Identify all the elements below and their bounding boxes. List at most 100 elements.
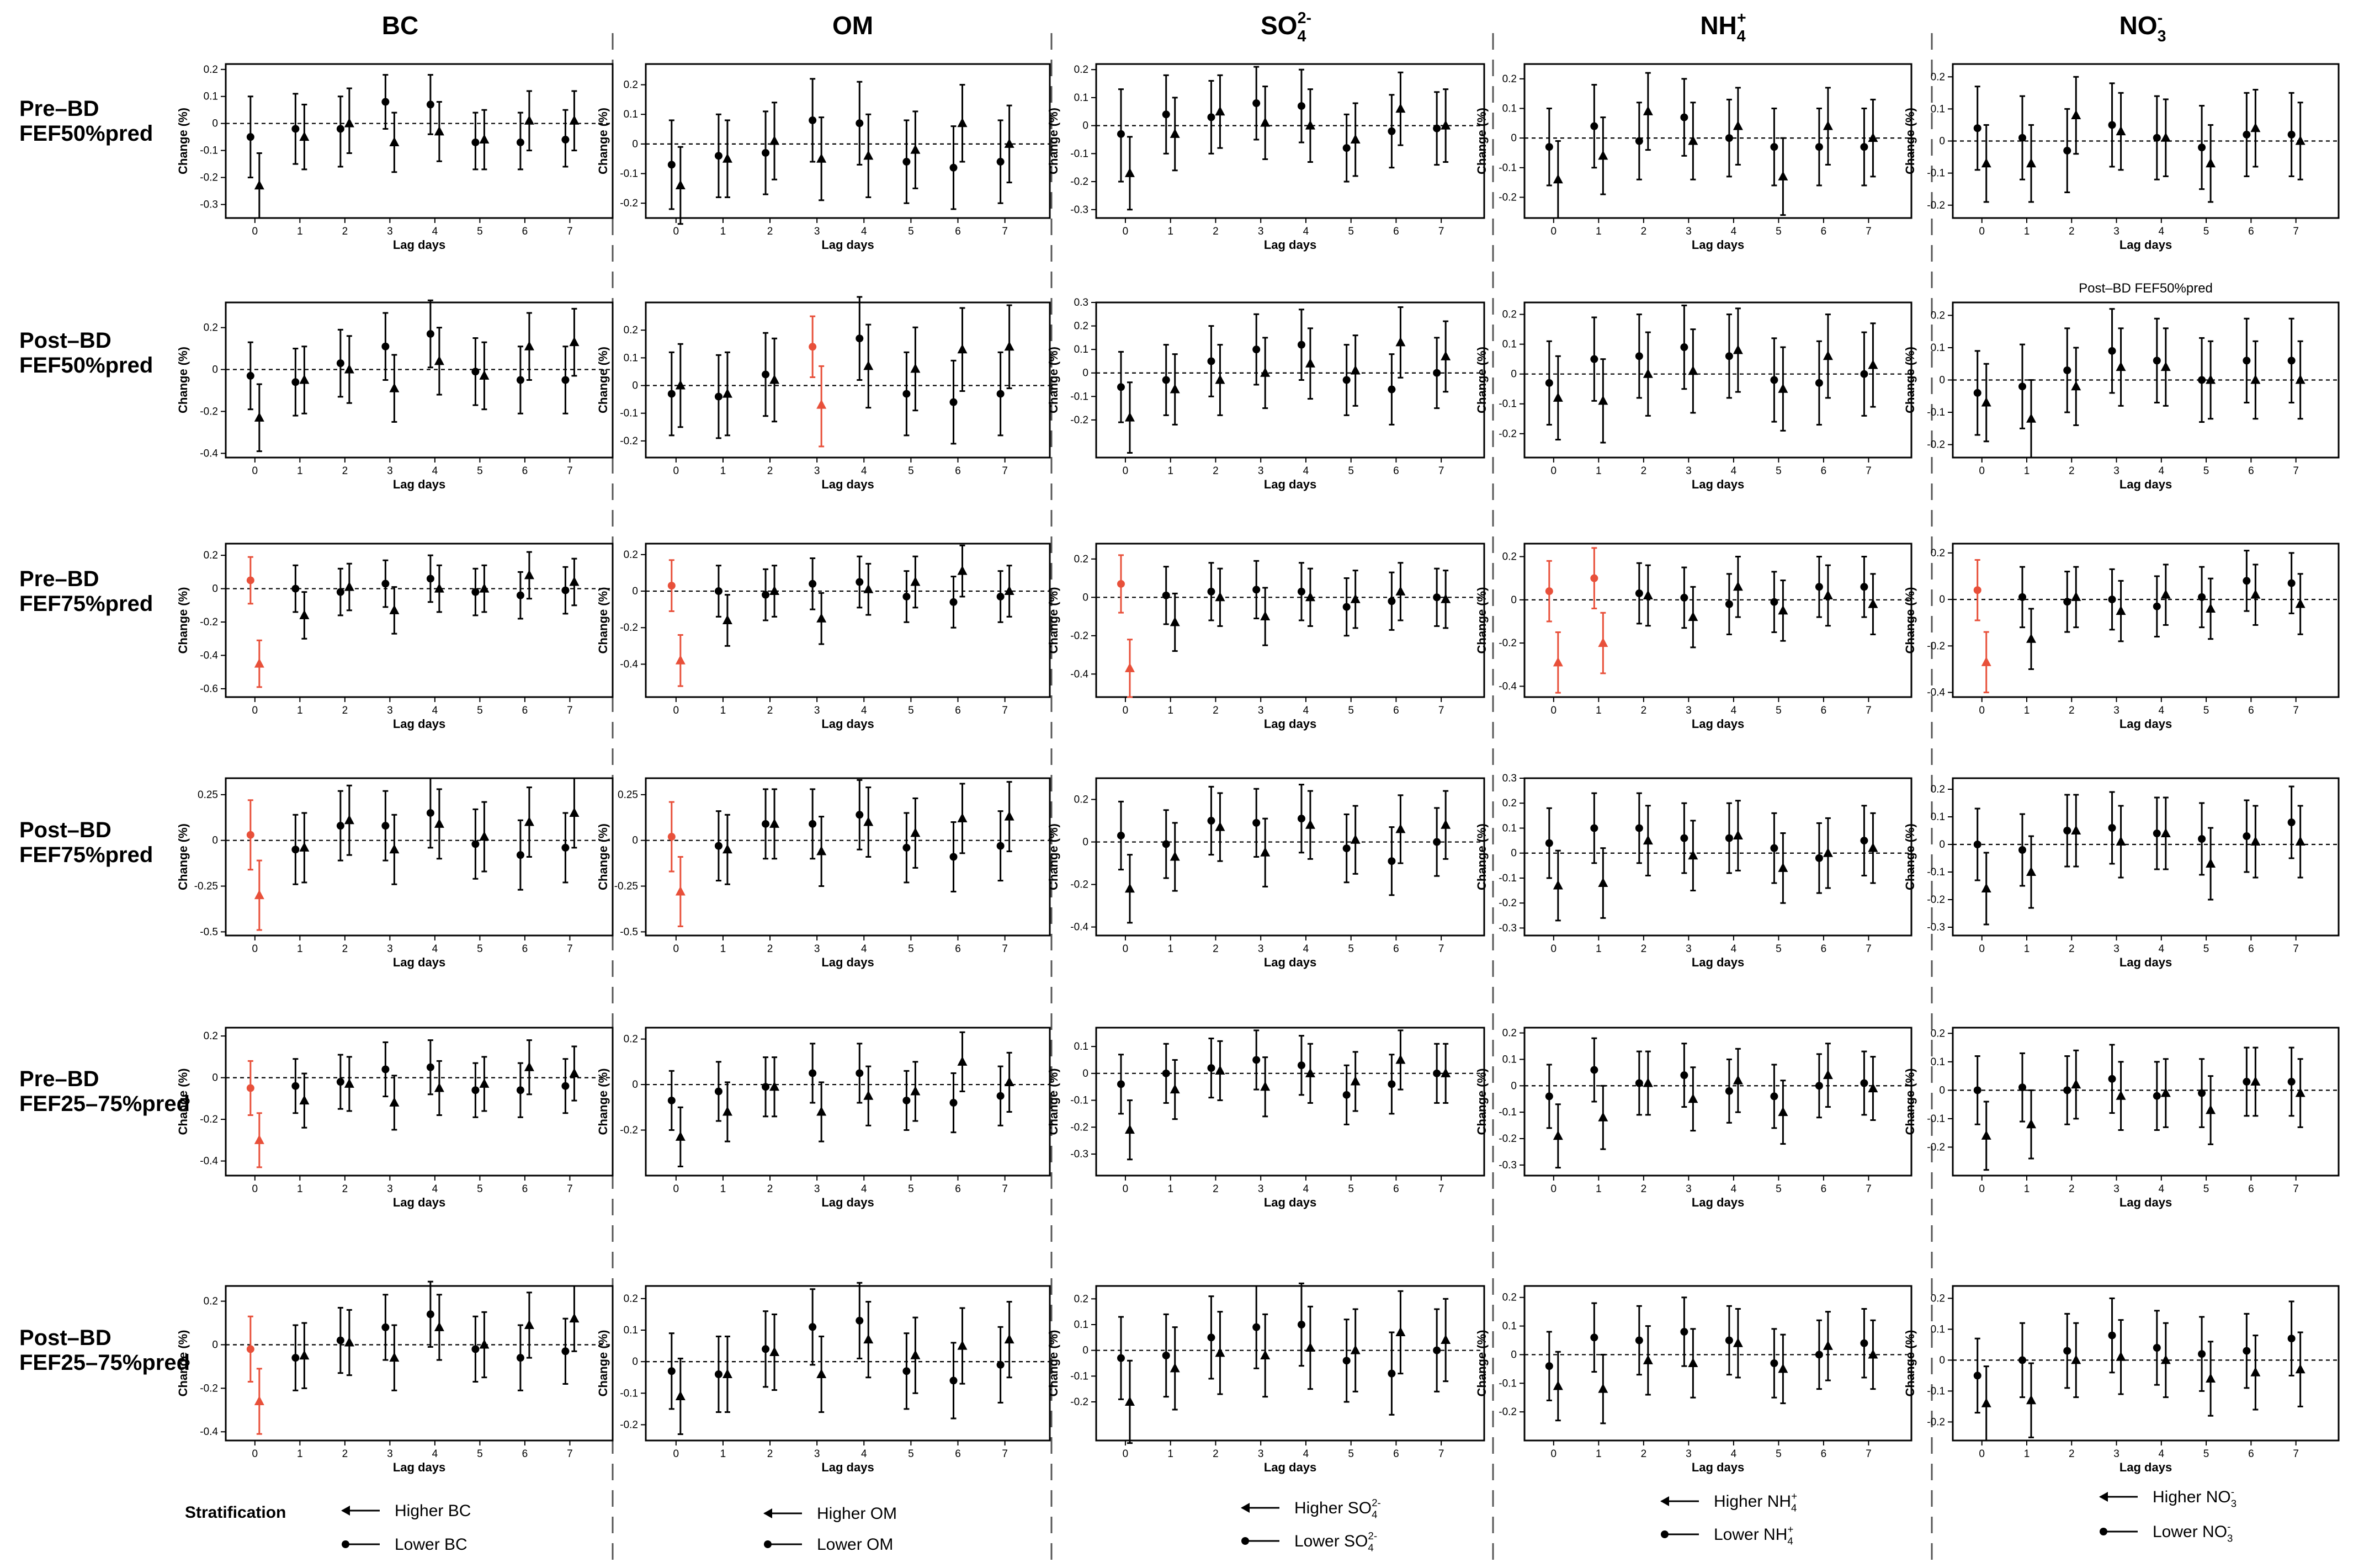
- lower-point: [1860, 370, 1868, 378]
- lower-point: [2198, 835, 2206, 843]
- x-tick-label: 6: [955, 465, 961, 477]
- panel-frame: [1523, 1285, 1913, 1442]
- lower-point: [516, 591, 524, 599]
- higher-point: [569, 115, 580, 125]
- higher-point: [2116, 836, 2126, 846]
- lower-point: [2153, 357, 2161, 365]
- x-tick-label: 6: [1393, 1183, 1399, 1195]
- higher-point: [344, 1078, 354, 1088]
- x-axis-label: Lag days: [2119, 955, 2172, 969]
- higher-point: [1553, 392, 1563, 402]
- x-tick-label: 4: [861, 465, 867, 477]
- x-axis-label: Lag days: [1692, 477, 1744, 491]
- x-tick-label: 4: [2159, 943, 2165, 955]
- x-tick-label: 6: [2248, 1183, 2254, 1195]
- higher-point: [722, 615, 732, 624]
- x-tick-label: 2: [1641, 1183, 1647, 1195]
- lower-point: [2063, 146, 2071, 155]
- x-axis-label: Lag days: [1692, 1195, 1744, 1209]
- x-tick-label: 7: [1002, 943, 1008, 955]
- x-tick-label: 0: [1979, 1448, 1985, 1460]
- higher-point: [1823, 847, 1833, 857]
- x-tick-label: 6: [2248, 1448, 2254, 1460]
- x-tick-label: 3: [1258, 1448, 1264, 1460]
- higher-point: [722, 1106, 732, 1116]
- higher-point: [722, 844, 732, 854]
- column-title-main: NH: [1700, 11, 1736, 40]
- y-tick-label: 0.2: [1931, 784, 1945, 795]
- y-tick-label: 0.2: [1074, 1293, 1088, 1305]
- higher-point: [569, 1313, 580, 1323]
- panel-frame: [225, 543, 614, 698]
- x-tick-label: 5: [1348, 705, 1354, 716]
- lower-point: [902, 1367, 911, 1375]
- y-tick-label: -0.3: [1070, 204, 1088, 216]
- panel-r5-c0: -0.4 -0.2 0 0.2 0 1 2 3 4 5 6 7 Lag days Change (%): [176, 1280, 614, 1474]
- higher-point: [1170, 1084, 1180, 1094]
- x-tick-label: 6: [955, 1183, 961, 1195]
- y-tick-label: -0.25: [614, 881, 638, 892]
- legend-lower-label-sup: 2-: [1368, 1530, 1378, 1542]
- higher-point: [1981, 656, 1991, 666]
- x-tick-label: 5: [1776, 465, 1782, 477]
- higher-point: [816, 613, 827, 623]
- x-tick-label: 0: [1979, 226, 1985, 237]
- lower-point: [2287, 357, 2296, 365]
- panel-r1-c2: -0.2 -0.1 0 0.1 0.2 0.3 0 1 2 3 4 5 6 7 Lag days Change…: [1046, 297, 1485, 491]
- x-tick-label: 4: [2159, 465, 2165, 477]
- lower-point: [1635, 352, 1643, 360]
- higher-point: [1170, 1363, 1180, 1373]
- y-tick-label: -0.4: [200, 650, 218, 661]
- x-tick-label: 5: [477, 705, 483, 716]
- higher-point: [1733, 1337, 1743, 1347]
- x-tick-label: 1: [1167, 465, 1173, 477]
- lower-point: [381, 342, 390, 350]
- lower-point: [2018, 1083, 2026, 1092]
- lower-point: [1680, 113, 1688, 121]
- higher-point: [569, 576, 580, 586]
- column-title-main: OM: [832, 11, 873, 40]
- lower-point: [902, 592, 911, 600]
- higher-point: [1778, 862, 1788, 872]
- lower-point: [667, 833, 676, 841]
- higher-point: [2206, 1104, 2216, 1114]
- lower-point: [1297, 1061, 1305, 1070]
- y-tick-label: -0.1: [1927, 1113, 1945, 1125]
- higher-point: [254, 180, 264, 190]
- x-tick-label: 0: [673, 943, 679, 955]
- x-tick-label: 1: [1596, 705, 1602, 716]
- higher-point: [675, 655, 686, 665]
- lower-point: [1342, 1091, 1351, 1099]
- column-title: NO3-: [2119, 9, 2166, 45]
- legend-higher-label-sup: -: [2231, 1486, 2234, 1497]
- lower-point: [336, 359, 344, 368]
- x-tick-label: 4: [1731, 705, 1737, 716]
- lower-point: [1635, 1336, 1643, 1344]
- x-axis-label: Lag days: [821, 1195, 874, 1209]
- x-tick-label: 6: [1393, 226, 1399, 237]
- y-tick-label: -0.3: [1927, 922, 1945, 933]
- lower-point: [1297, 815, 1305, 823]
- lower-point: [1297, 341, 1305, 349]
- lower-point: [471, 1086, 480, 1094]
- y-axis-label: Change (%): [1903, 587, 1917, 654]
- higher-point: [2250, 123, 2261, 132]
- x-tick-label: 7: [1866, 705, 1872, 716]
- x-tick-label: 7: [1866, 943, 1872, 955]
- higher-point: [1305, 358, 1315, 368]
- row-label-line2: FEF75%pred: [19, 592, 153, 616]
- x-tick-label: 3: [814, 943, 820, 955]
- lower-point: [2153, 602, 2161, 610]
- lower-point: [2018, 382, 2026, 391]
- lower-point: [426, 575, 434, 583]
- legend-lower-label: Lower NH4+: [1714, 1523, 1793, 1547]
- x-tick-label: 3: [2113, 705, 2119, 716]
- x-tick-label: 2: [767, 943, 773, 955]
- x-tick-label: 2: [1641, 1448, 1647, 1460]
- higher-point: [1395, 586, 1406, 596]
- lower-point: [1680, 834, 1688, 842]
- x-tick-label: 7: [1002, 705, 1008, 716]
- panel-r3-c0: -0.5 -0.25 0 0.25 0 1 2 3 4 5 6 7 Lag days Change (%): [176, 777, 614, 969]
- lower-point: [667, 161, 676, 169]
